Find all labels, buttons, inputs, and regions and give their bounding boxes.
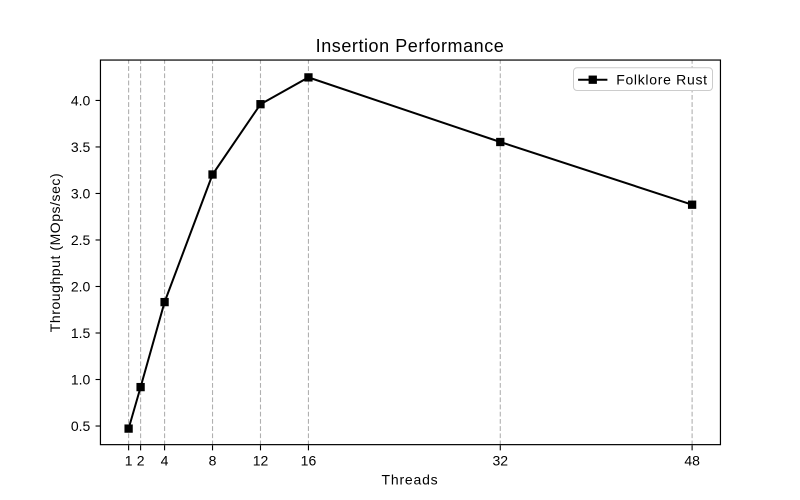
svg-text:8: 8 <box>209 453 217 469</box>
svg-text:3.0: 3.0 <box>71 185 91 201</box>
svg-text:12: 12 <box>253 453 269 469</box>
svg-text:Insertion Performance: Insertion Performance <box>316 36 505 56</box>
svg-text:1.5: 1.5 <box>71 325 91 341</box>
svg-text:4: 4 <box>161 453 169 469</box>
svg-text:Throughput (MOps/sec): Throughput (MOps/sec) <box>47 173 63 332</box>
svg-text:16: 16 <box>301 453 317 469</box>
svg-text:32: 32 <box>492 453 508 469</box>
svg-text:3.5: 3.5 <box>71 139 91 155</box>
svg-text:0.5: 0.5 <box>71 418 91 434</box>
svg-text:2.0: 2.0 <box>71 278 91 294</box>
svg-text:1: 1 <box>125 453 133 469</box>
svg-text:Folklore Rust: Folklore Rust <box>616 72 708 88</box>
svg-text:Threads: Threads <box>382 472 439 488</box>
svg-text:4.0: 4.0 <box>71 92 91 108</box>
svg-text:2.5: 2.5 <box>71 232 91 248</box>
svg-text:2: 2 <box>137 453 145 469</box>
svg-text:1.0: 1.0 <box>71 372 91 388</box>
svg-text:48: 48 <box>684 453 700 469</box>
